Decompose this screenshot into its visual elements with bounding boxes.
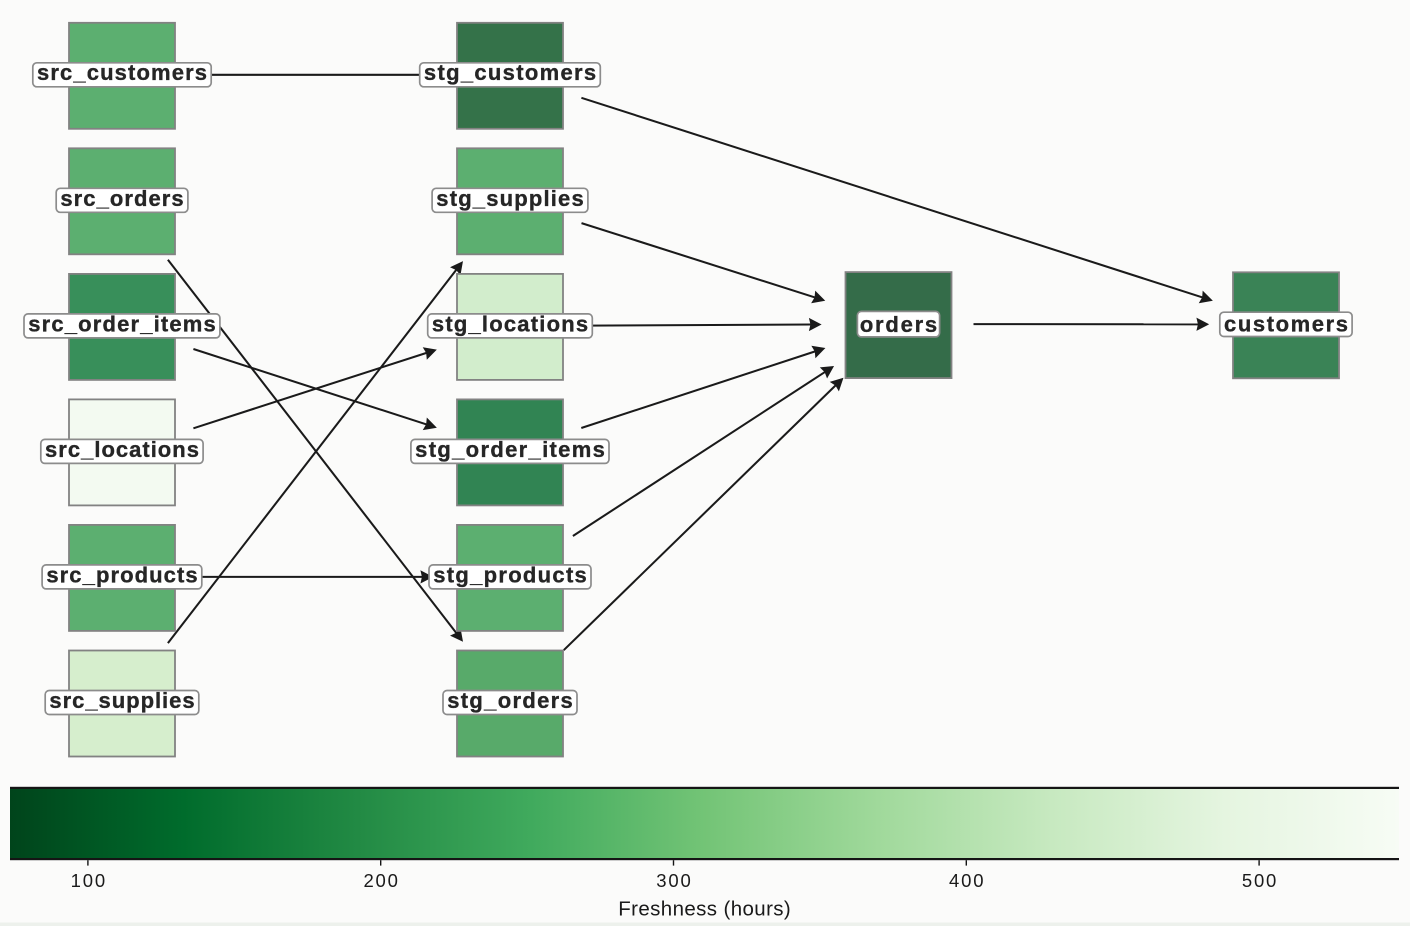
- svg-text:stg_customers: stg_customers: [424, 60, 596, 85]
- svg-text:orders: orders: [860, 312, 937, 337]
- svg-text:src_orders: src_orders: [60, 186, 183, 211]
- svg-text:src_customers: src_customers: [37, 60, 207, 85]
- svg-text:200: 200: [363, 870, 398, 891]
- svg-text:400: 400: [949, 870, 984, 891]
- svg-text:src_supplies: src_supplies: [49, 688, 194, 713]
- svg-text:500: 500: [1242, 870, 1277, 891]
- svg-text:stg_supplies: stg_supplies: [436, 186, 583, 211]
- svg-text:customers: customers: [1224, 312, 1348, 337]
- svg-text:src_locations: src_locations: [45, 437, 199, 462]
- svg-text:src_order_items: src_order_items: [28, 311, 216, 336]
- svg-text:stg_order_items: stg_order_items: [415, 437, 605, 462]
- svg-text:100: 100: [71, 870, 106, 891]
- svg-text:src_products: src_products: [46, 562, 197, 587]
- svg-text:stg_locations: stg_locations: [432, 311, 588, 336]
- svg-text:300: 300: [656, 870, 691, 891]
- svg-text:Freshness (hours): Freshness (hours): [618, 898, 791, 921]
- svg-text:stg_orders: stg_orders: [447, 688, 573, 713]
- svg-text:stg_products: stg_products: [433, 562, 587, 587]
